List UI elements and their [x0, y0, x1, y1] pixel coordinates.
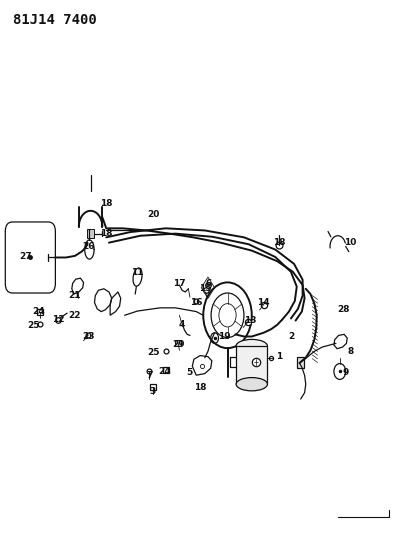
Text: 5: 5	[186, 368, 192, 377]
Text: 23: 23	[82, 332, 95, 341]
Text: 26: 26	[82, 242, 95, 251]
Text: 25: 25	[27, 321, 40, 330]
Text: 81J14 7400: 81J14 7400	[13, 13, 97, 27]
Text: 20: 20	[147, 210, 159, 219]
Text: 13: 13	[243, 316, 256, 325]
FancyBboxPatch shape	[297, 357, 304, 368]
Text: 2: 2	[288, 332, 294, 341]
Text: 9: 9	[342, 368, 349, 377]
Text: 18: 18	[273, 238, 285, 247]
Text: 10: 10	[344, 238, 357, 247]
Text: 22: 22	[69, 311, 81, 320]
Text: 24: 24	[159, 367, 171, 376]
Text: 7: 7	[146, 370, 152, 379]
Text: 24: 24	[32, 307, 45, 316]
Text: 29: 29	[172, 341, 184, 350]
Text: 14: 14	[257, 298, 270, 307]
Text: 17: 17	[173, 279, 186, 288]
Text: 6: 6	[206, 279, 212, 288]
Text: 1: 1	[276, 352, 282, 361]
Text: 18: 18	[194, 383, 206, 392]
Text: 28: 28	[337, 305, 350, 314]
Text: 16: 16	[190, 298, 203, 307]
Text: 4: 4	[178, 320, 184, 329]
Text: 3: 3	[149, 386, 155, 395]
Text: 19: 19	[218, 332, 231, 341]
Text: 18: 18	[100, 199, 112, 208]
Text: 11: 11	[131, 268, 144, 277]
Ellipse shape	[236, 377, 268, 391]
FancyBboxPatch shape	[87, 229, 94, 238]
Text: 27: 27	[19, 253, 32, 262]
FancyBboxPatch shape	[236, 346, 268, 384]
Text: 12: 12	[52, 315, 64, 324]
Text: 21: 21	[69, 291, 81, 300]
Text: 15: 15	[199, 284, 211, 293]
Text: 8: 8	[347, 347, 353, 356]
Text: 25: 25	[148, 348, 160, 357]
Text: 18: 18	[100, 229, 112, 238]
Ellipse shape	[236, 340, 268, 353]
